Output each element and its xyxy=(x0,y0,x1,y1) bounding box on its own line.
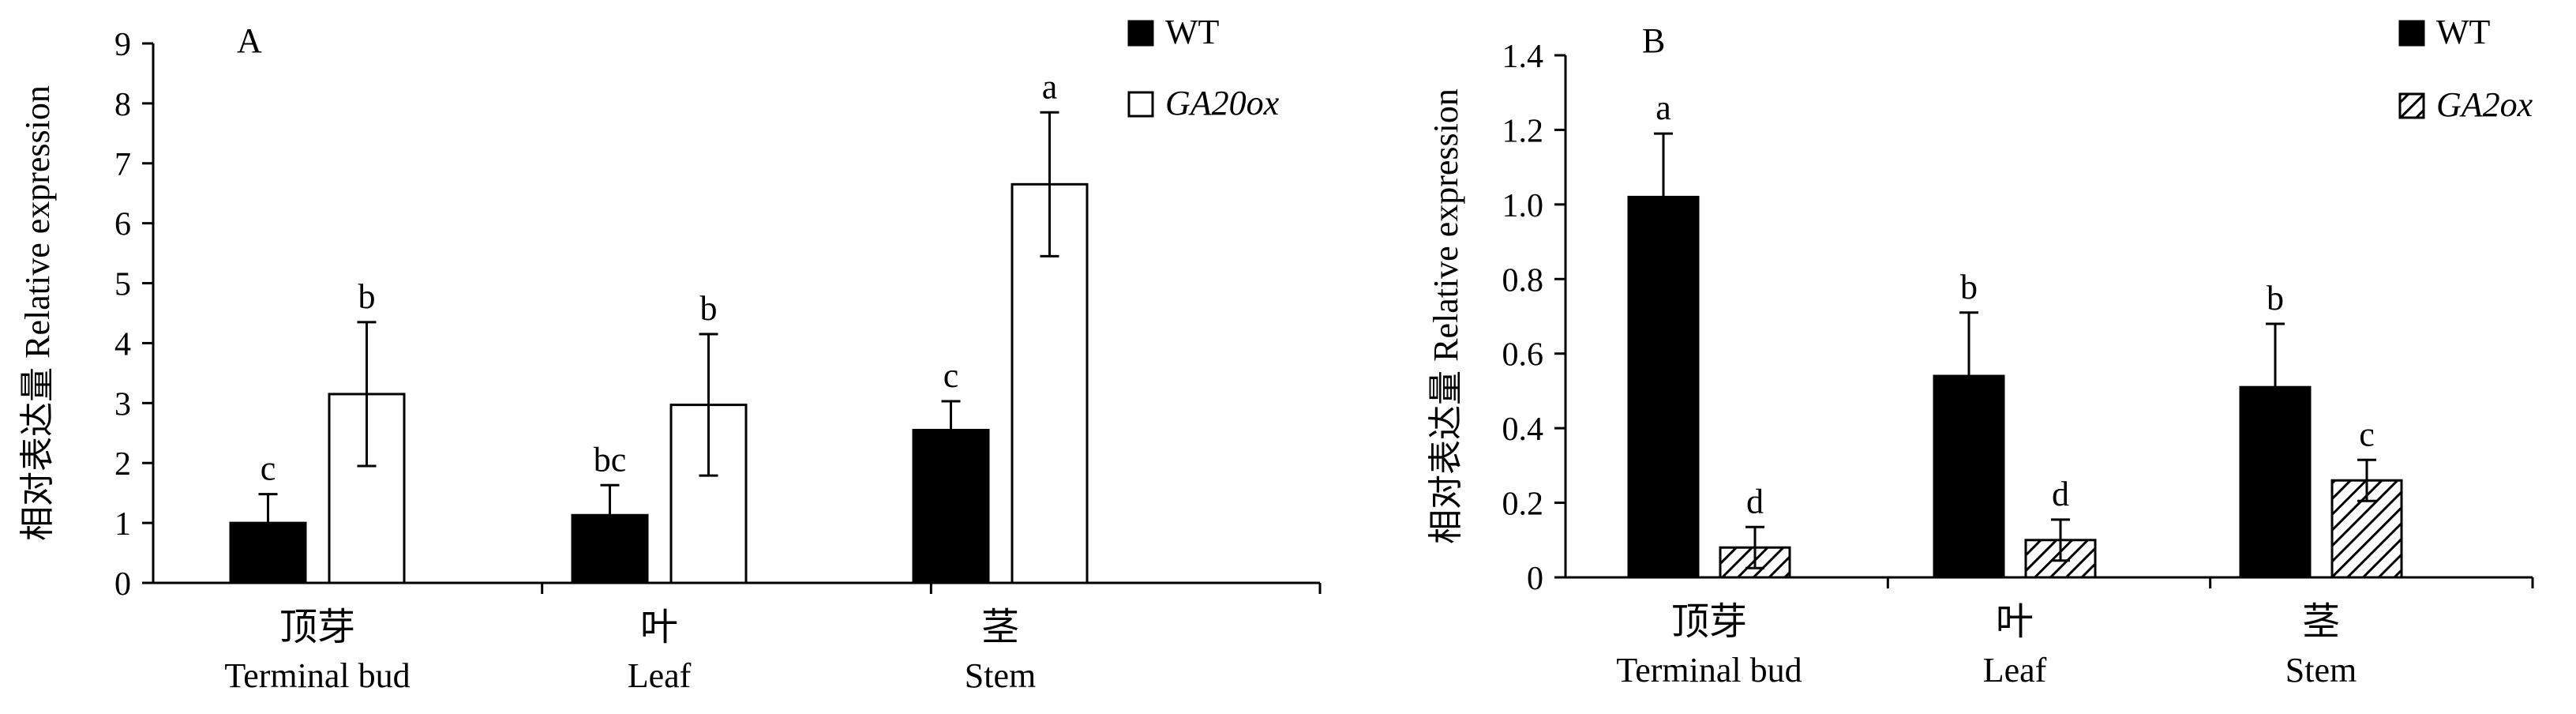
y-tick-label: 0.2 xyxy=(1502,487,1544,523)
x-tick-label-zh: 顶芽 xyxy=(279,605,355,649)
panel-label: B xyxy=(1642,21,1665,60)
legend-swatch xyxy=(1127,20,1154,47)
significance-letter: c xyxy=(943,356,959,395)
legend-label: GA20ox xyxy=(1165,84,1280,122)
significance-letter: d xyxy=(2052,475,2069,513)
bar-wt-terminal-bud xyxy=(1627,195,1700,579)
y-tick-label: 1 xyxy=(114,506,131,543)
y-tick-label: 0.8 xyxy=(1502,262,1544,299)
significance-letter: b xyxy=(1960,268,1978,306)
x-tick-label-zh: 叶 xyxy=(640,605,678,649)
x-tick-label-zh: 茎 xyxy=(981,605,1019,649)
y-axis-title: 相对表达量 Relative expression xyxy=(1427,88,1465,544)
x-tick-label-en: Stem xyxy=(2285,651,2357,690)
y-tick-label: 5 xyxy=(114,267,131,303)
x-tick-label-en: Stem xyxy=(965,656,1036,695)
y-tick-label: 6 xyxy=(114,207,131,243)
y-tick-label: 9 xyxy=(114,27,131,63)
y-axis-title: 相对表达量 Relative expression xyxy=(18,85,57,541)
significance-letter: b xyxy=(358,277,376,316)
y-tick-label: 7 xyxy=(114,147,131,183)
x-tick-label-zh: 顶芽 xyxy=(1671,599,1747,644)
y-tick-label: 3 xyxy=(114,386,131,423)
significance-letter: a xyxy=(1655,88,1671,127)
significance-letter: c xyxy=(2359,415,2375,453)
significance-letter: b xyxy=(700,289,718,328)
panel-label: A xyxy=(237,21,262,60)
panel-a: 0 1 2 3 4 5 6 7 8 9 相对表达量 Relative expression Ac b 顶芽… xyxy=(18,13,1322,695)
x-tick-label-en: Leaf xyxy=(628,656,692,695)
y-tick-label: 0.4 xyxy=(1502,411,1544,448)
legend-swatch xyxy=(1127,91,1154,118)
significance-letter: c xyxy=(261,449,276,488)
bar-wt-stem xyxy=(912,428,990,584)
bar-wt-stem xyxy=(2239,385,2312,579)
x-tick-label-en: Terminal bud xyxy=(224,656,410,695)
y-tick-label: 4 xyxy=(114,326,131,363)
y-tick-label: 2 xyxy=(114,446,131,483)
legend-label: WT xyxy=(2436,13,2491,51)
x-tick-label-zh: 叶 xyxy=(1996,599,2034,644)
x-tick-label-en: Terminal bud xyxy=(1616,651,1802,690)
x-tick-label-zh: 茎 xyxy=(2302,599,2340,644)
legend-swatch xyxy=(2398,20,2425,47)
panel-b: 0 0.2 0.4 0.6 0.8 1.0 1.2 1.4 相对表达量 Relative exp… xyxy=(1427,13,2534,690)
significance-letter: b xyxy=(2267,279,2284,318)
legend-label: GA2ox xyxy=(2436,85,2533,124)
bar-wt-terminal-bud xyxy=(229,521,307,584)
y-tick-label: 0 xyxy=(114,566,131,603)
significance-letter: a xyxy=(1042,67,1058,106)
y-tick-label: 1.4 xyxy=(1502,39,1544,75)
significance-letter: bc xyxy=(594,440,627,479)
x-tick-label-en: Leaf xyxy=(1983,651,2047,690)
y-tick-label: 0.6 xyxy=(1502,337,1544,374)
legend-swatch xyxy=(2398,92,2425,119)
legend-label: WT xyxy=(1165,13,1220,51)
y-tick-label: 0 xyxy=(1527,561,1543,597)
bar-wt-leaf xyxy=(1933,374,2005,579)
significance-letter: d xyxy=(1746,482,1764,520)
y-tick-label: 1.2 xyxy=(1502,113,1544,149)
y-tick-label: 8 xyxy=(114,87,131,123)
bar-wt-leaf xyxy=(571,513,649,584)
y-tick-label: 1.0 xyxy=(1502,188,1544,224)
